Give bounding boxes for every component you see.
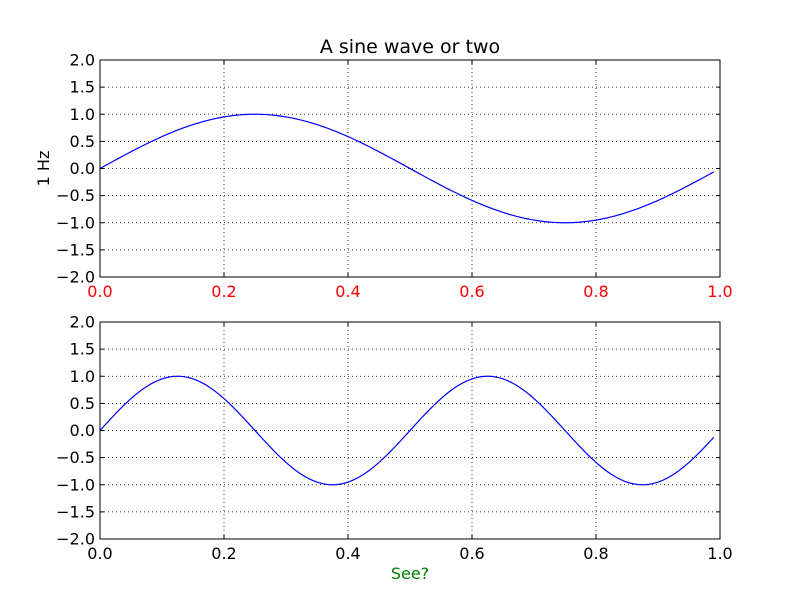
top-subplot: 0.0 0.2 0.4 0.6 0.8 1.0 2.0 1.5 1.0 0.5 0.0 −0.5 −1.… bbox=[34, 36, 733, 301]
bottom-xtick-label-5: 1.0 bbox=[707, 544, 732, 563]
top-ytick-label-4: 0.0 bbox=[70, 159, 95, 178]
bottom-xlabel: See? bbox=[391, 564, 429, 583]
top-ytick-label-5: −0.5 bbox=[56, 186, 95, 205]
bottom-ytick-label-2: 1.0 bbox=[70, 367, 95, 386]
top-ytick-label-6: −1.0 bbox=[56, 213, 95, 232]
bottom-ytick-label-0: 2.0 bbox=[70, 313, 95, 332]
top-ylabel: 1 Hz bbox=[34, 151, 53, 187]
bottom-ytick-label-8: −2.0 bbox=[56, 530, 95, 549]
top-ytick-label-0: 2.0 bbox=[70, 51, 95, 70]
bottom-xtick-label-3: 0.6 bbox=[459, 544, 484, 563]
bottom-ytick-label-1: 1.5 bbox=[70, 340, 95, 359]
top-ytick-label-8: −2.0 bbox=[56, 268, 95, 287]
bottom-series-line-0 bbox=[99, 375, 715, 486]
bottom-xtick-label-4: 0.8 bbox=[583, 544, 608, 563]
top-series-line-0 bbox=[99, 113, 715, 224]
bottom-subplot: 0.0 0.2 0.4 0.6 0.8 1.0 2.0 1.5 1.0 0.5 0.0 −0.5 −1.… bbox=[56, 313, 733, 584]
top-series bbox=[99, 113, 715, 224]
top-xtick-label-5: 1.0 bbox=[707, 282, 732, 301]
bottom-ytick-label-7: −1.5 bbox=[56, 502, 95, 521]
bottom-ytick-label-6: −1.0 bbox=[56, 475, 95, 494]
bottom-xtick-label-0: 0.0 bbox=[87, 544, 112, 563]
bottom-series bbox=[99, 375, 715, 486]
bottom-ticks: 0.0 0.2 0.4 0.6 0.8 1.0 2.0 1.5 1.0 0.5 0.0 −0.5 −1.… bbox=[56, 313, 733, 564]
top-ytick-label-7: −1.5 bbox=[56, 240, 95, 259]
top-xtick-label-1: 0.2 bbox=[211, 282, 236, 301]
bottom-xtick-label-1: 0.2 bbox=[211, 544, 236, 563]
top-ytick-label-2: 1.0 bbox=[70, 105, 95, 124]
bottom-ytick-label-4: 0.0 bbox=[70, 421, 95, 440]
top-ticks: 0.0 0.2 0.4 0.6 0.8 1.0 2.0 1.5 1.0 0.5 0.0 −0.5 −1.… bbox=[56, 51, 733, 302]
bottom-ytick-label-3: 0.5 bbox=[70, 394, 95, 413]
top-xtick-label-2: 0.4 bbox=[335, 282, 360, 301]
top-xtick-label-3: 0.6 bbox=[459, 282, 484, 301]
top-xtick-label-4: 0.8 bbox=[583, 282, 608, 301]
top-ytick-label-1: 1.5 bbox=[70, 78, 95, 97]
top-xtick-label-0: 0.0 bbox=[87, 282, 112, 301]
top-title: A sine wave or two bbox=[320, 36, 500, 58]
bottom-ytick-label-5: −0.5 bbox=[56, 448, 95, 467]
top-ytick-label-3: 0.5 bbox=[70, 132, 95, 151]
bottom-xtick-label-2: 0.4 bbox=[335, 544, 360, 563]
